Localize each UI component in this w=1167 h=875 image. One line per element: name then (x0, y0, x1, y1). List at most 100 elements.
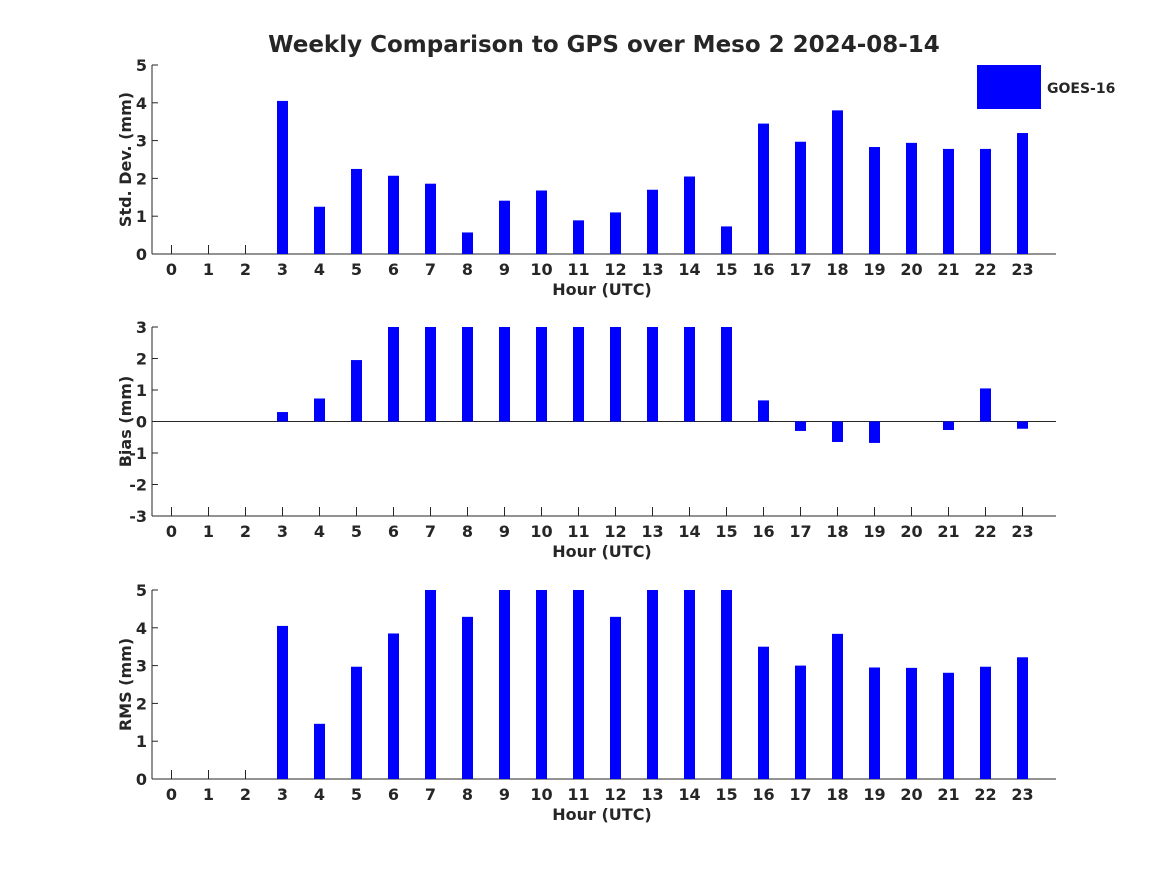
bar-hour-4 (314, 206, 325, 254)
bar-hour-18 (832, 421, 843, 442)
x-tick-label: 13 (641, 522, 663, 541)
legend-label-goes-16: GOES-16 (1047, 81, 1115, 97)
bar-hour-10 (536, 590, 547, 779)
x-tick-label: 19 (863, 522, 885, 541)
bar-hour-21 (943, 148, 954, 254)
y-tick-label: -3 (129, 507, 147, 526)
x-tick-label: 2 (240, 785, 251, 804)
bar-hour-17 (795, 665, 806, 779)
x-tick-label: 5 (351, 522, 362, 541)
x-tick-label: 23 (1011, 785, 1033, 804)
x-tick-label: 17 (789, 260, 811, 279)
x-tick-label: 4 (314, 785, 325, 804)
bar-hour-3 (277, 625, 288, 779)
bar-hour-21 (943, 672, 954, 779)
x-tick-label: 13 (641, 785, 663, 804)
bar-hour-18 (832, 110, 843, 254)
x-tick-label: 1 (203, 785, 214, 804)
bar-hour-7 (425, 590, 436, 779)
y-tick-label: 5 (136, 581, 147, 600)
bar-hour-8 (462, 327, 473, 422)
bar-hour-9 (499, 590, 510, 779)
x-tick-label: 23 (1011, 522, 1033, 541)
bar-hour-14 (684, 327, 695, 422)
bar-hour-23 (1017, 133, 1028, 254)
legend: GOES-16 (977, 65, 1115, 109)
bar-hour-12 (610, 616, 621, 779)
x-tick-label: 23 (1011, 260, 1033, 279)
bar-hour-10 (536, 190, 547, 254)
bar-hour-14 (684, 590, 695, 779)
bar-hour-5 (351, 168, 362, 254)
bar-hour-6 (388, 633, 399, 779)
x-axis-label: Hour (UTC) (552, 280, 652, 299)
bar-hour-20 (906, 667, 917, 779)
bar-hour-23 (1017, 657, 1028, 779)
bar-hour-16 (758, 123, 769, 254)
y-tick-label: 3 (136, 132, 147, 151)
bar-hour-12 (610, 212, 621, 254)
bar-hour-13 (647, 327, 658, 422)
x-tick-label: 20 (900, 260, 922, 279)
bar-hour-21 (943, 421, 954, 431)
x-tick-label: 4 (314, 522, 325, 541)
bar-hour-15 (721, 590, 732, 779)
x-tick-label: 18 (826, 522, 848, 541)
x-tick-label: 21 (937, 785, 959, 804)
x-tick-label: 16 (752, 522, 774, 541)
x-tick-label: 21 (937, 522, 959, 541)
bar-hour-9 (499, 327, 510, 422)
bar-hour-17 (795, 141, 806, 254)
bar-hour-22 (980, 148, 991, 254)
x-tick-label: 16 (752, 785, 774, 804)
x-tick-label: 1 (203, 522, 214, 541)
bar-hour-16 (758, 646, 769, 779)
bar-hour-11 (573, 327, 584, 422)
legend-swatch-goes-16 (977, 65, 1041, 109)
bar-hour-20 (906, 142, 917, 254)
x-tick-label: 11 (567, 522, 589, 541)
y-tick-label: -1 (129, 444, 147, 463)
x-tick-label: 8 (462, 522, 473, 541)
x-tick-label: 20 (900, 785, 922, 804)
bar-hour-18 (832, 633, 843, 779)
y-axis-label: RMS (mm) (116, 638, 135, 731)
bar-hour-7 (425, 183, 436, 254)
x-tick-label: 7 (425, 522, 436, 541)
x-tick-label: 14 (678, 260, 700, 279)
chart-title: Weekly Comparison to GPS over Meso 2 202… (268, 32, 940, 58)
y-tick-label: 0 (136, 245, 147, 264)
y-tick-label: 5 (136, 56, 147, 75)
x-tick-label: 2 (240, 260, 251, 279)
y-tick-label: 2 (136, 350, 147, 369)
x-tick-label: 18 (826, 260, 848, 279)
x-tick-label: 17 (789, 522, 811, 541)
bar-hour-16 (758, 400, 769, 422)
bar-hour-7 (425, 327, 436, 422)
x-tick-label: 16 (752, 260, 774, 279)
x-tick-label: 6 (388, 522, 399, 541)
x-tick-label: 12 (604, 522, 626, 541)
y-axis-label: Bias (mm) (116, 376, 135, 468)
y-tick-label: 1 (136, 207, 147, 226)
y-tick-label: 3 (136, 318, 147, 337)
x-tick-label: 18 (826, 785, 848, 804)
bar-hour-6 (388, 327, 399, 422)
x-tick-label: 7 (425, 785, 436, 804)
y-tick-label: 0 (136, 770, 147, 789)
x-tick-label: 6 (388, 260, 399, 279)
x-tick-label: 8 (462, 785, 473, 804)
x-tick-label: 0 (166, 522, 177, 541)
x-tick-label: 7 (425, 260, 436, 279)
bar-hour-19 (869, 667, 880, 779)
y-tick-label: 4 (136, 619, 147, 638)
y-tick-label: 2 (136, 169, 147, 188)
bar-hour-3 (277, 412, 288, 422)
x-tick-label: 3 (277, 785, 288, 804)
x-tick-label: 2 (240, 522, 251, 541)
y-tick-label: 3 (136, 657, 147, 676)
x-tick-label: 0 (166, 260, 177, 279)
x-tick-label: 9 (499, 522, 510, 541)
